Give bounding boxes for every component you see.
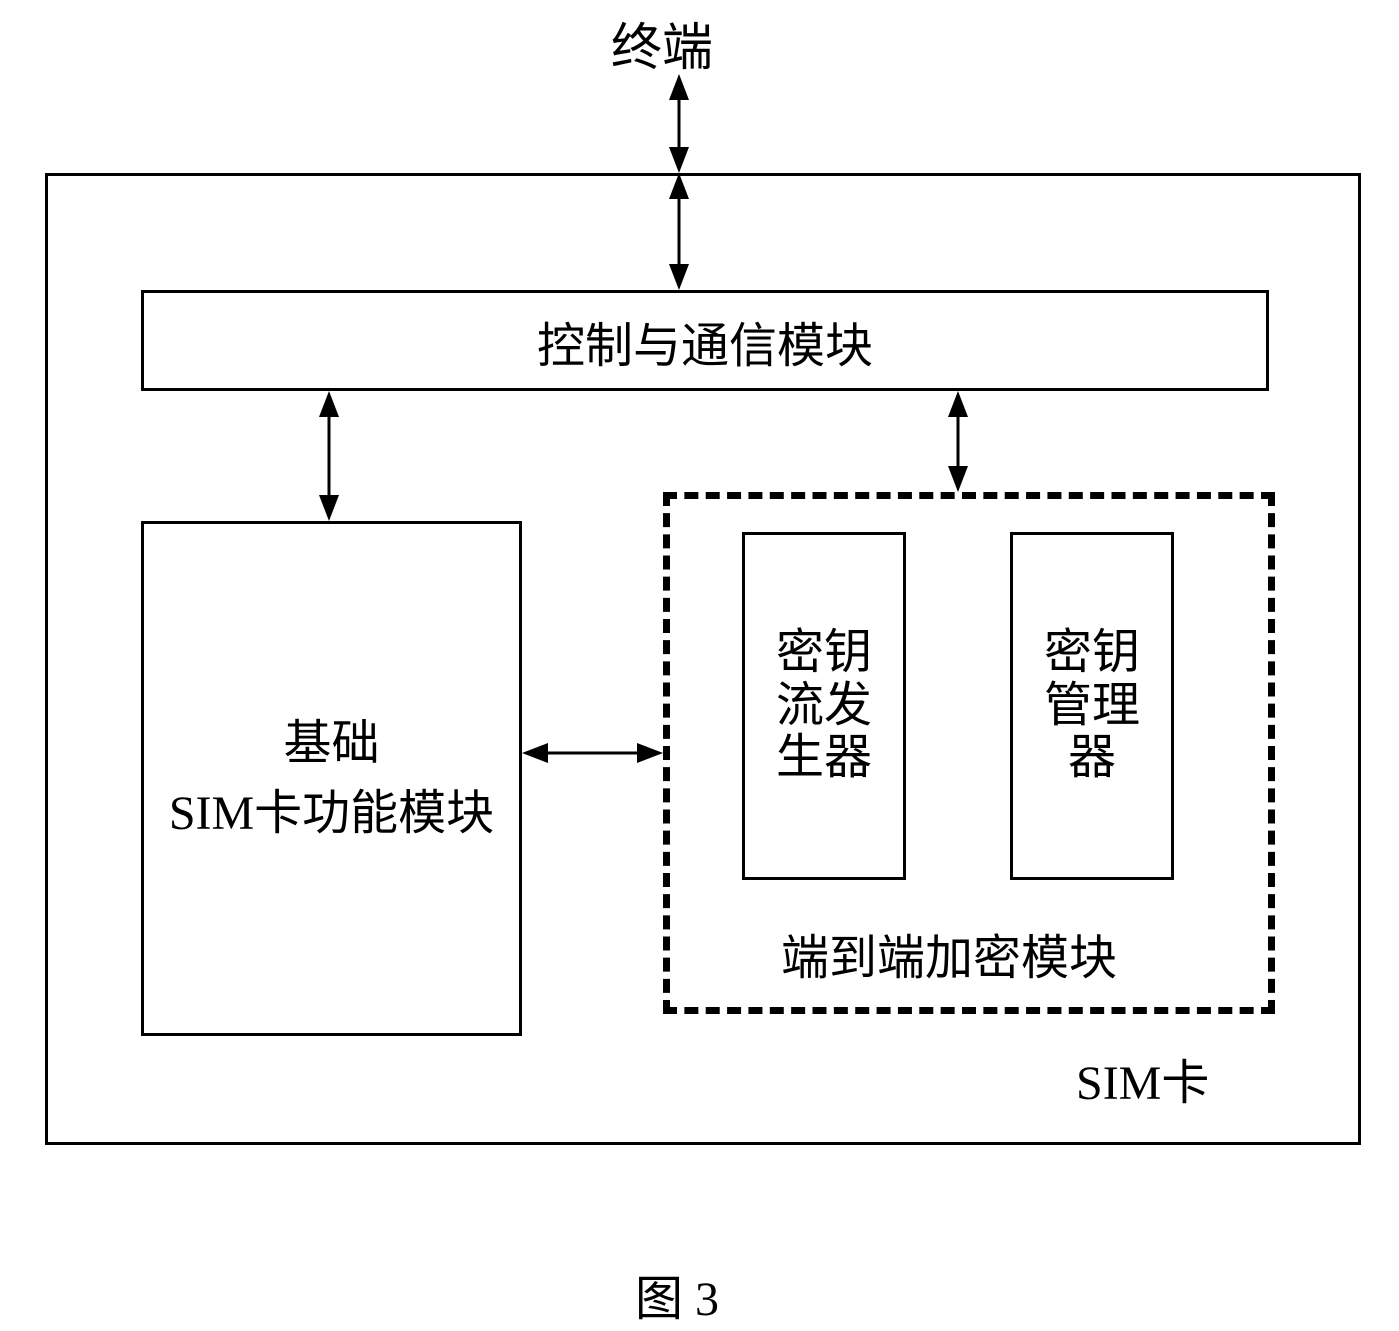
arrows-layer (0, 0, 1399, 1331)
canvas: 终端 控制与通信模块 基础 SIM卡功能模块 密 钥 流 发 生 器 密 钥 管… (0, 0, 1399, 1331)
